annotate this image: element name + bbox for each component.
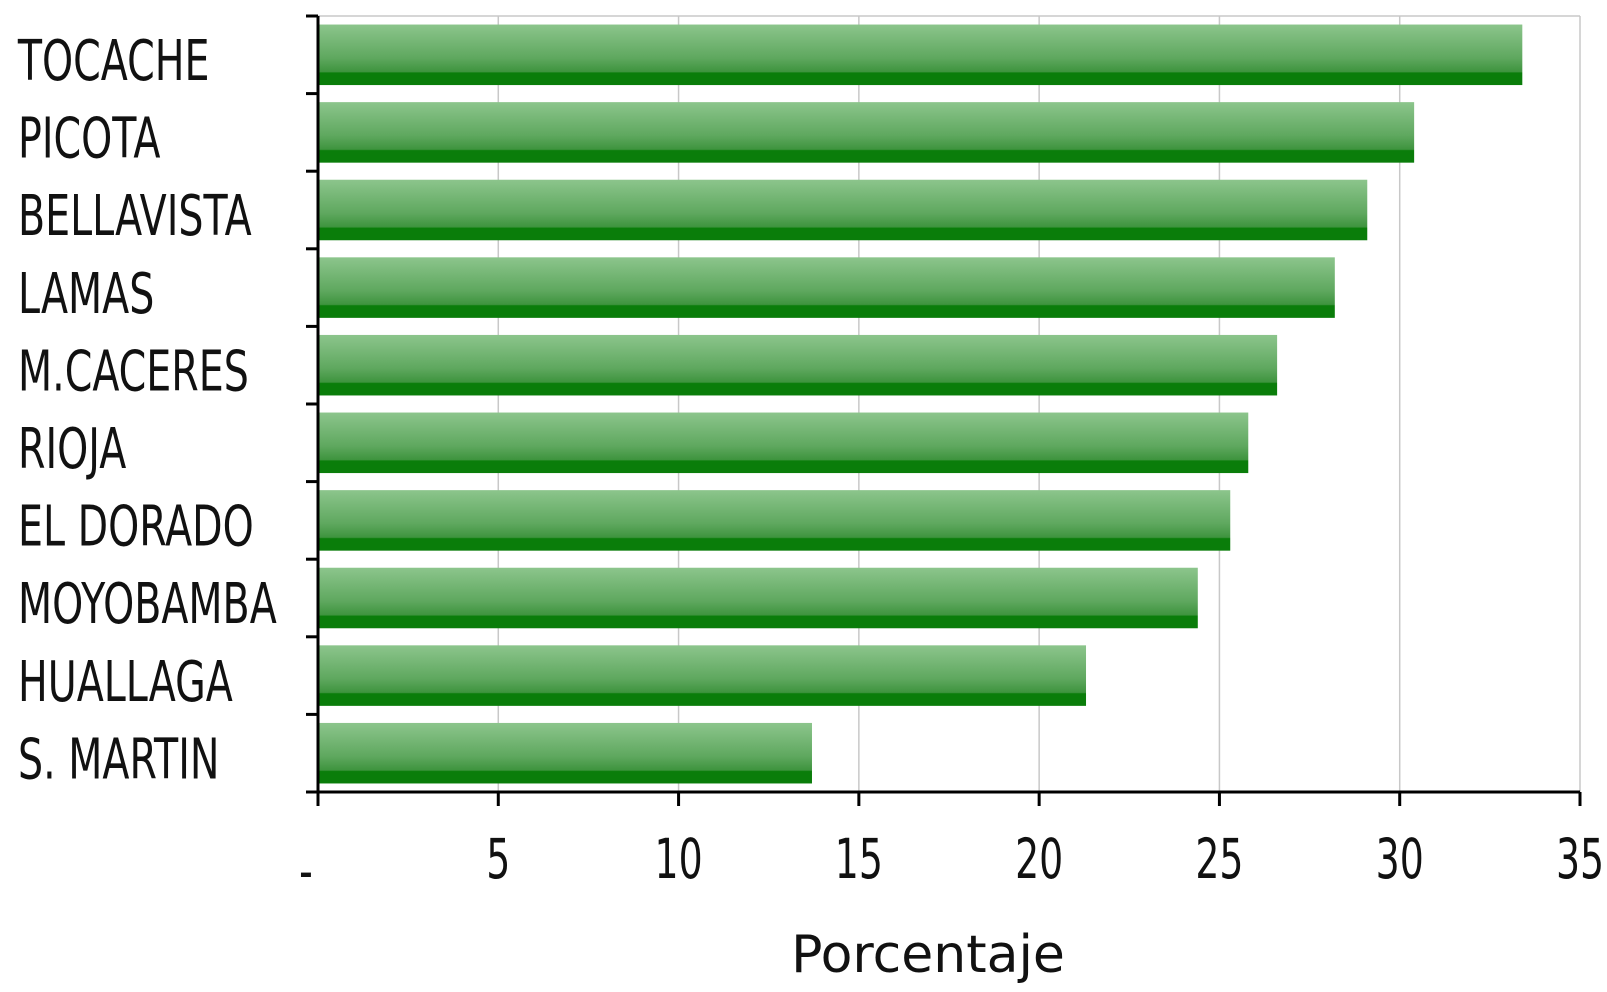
x-tick-label-25: 25: [1195, 828, 1243, 892]
bar-bellavista: [318, 179, 1368, 241]
x-tick-label-5: 5: [486, 828, 510, 892]
bar-moyobamba: [318, 567, 1198, 629]
x-axis-title: Porcentaje: [791, 925, 1065, 985]
category-label: EL DORADO: [18, 495, 254, 560]
bar-s-martin: [318, 722, 812, 784]
bar-picota: [318, 102, 1415, 163]
bar-el-dorado: [318, 490, 1231, 551]
x-tick-label-15: 15: [835, 828, 883, 892]
x-tick-label-30: 30: [1376, 828, 1424, 892]
category-label: M.CACERES: [18, 340, 249, 405]
category-label: HUALLAGA: [18, 650, 233, 715]
category-label: BELLAVISTA: [18, 184, 252, 249]
bars: [318, 24, 1523, 784]
bar-lamas: [318, 257, 1335, 318]
category-label: RIOJA: [18, 417, 126, 482]
bar-rioja: [318, 412, 1249, 474]
bar-huallaga: [318, 645, 1087, 706]
axes: [306, 14, 1582, 806]
bar-tocache: [318, 24, 1523, 86]
x-tick-label-35: 35: [1556, 828, 1604, 892]
category-label: LAMAS: [18, 262, 154, 327]
category-label: PICOTA: [18, 107, 160, 172]
x-tick-label-0: -: [299, 840, 313, 904]
x-tick-label-10: 10: [655, 828, 703, 892]
category-label: TOCACHE: [17, 29, 209, 94]
bar-m-caceres: [318, 334, 1278, 396]
category-labels: TOCACHE PICOTA BELLAVISTA LAMAS M.CACERES RIO…: [17, 29, 277, 792]
x-tick-labels: - 5 10 15 20 25 30 35: [299, 828, 1604, 904]
category-label: S. MARTIN: [18, 728, 219, 793]
x-tick-label-20: 20: [1015, 828, 1063, 892]
category-label: MOYOBAMBA: [18, 572, 277, 637]
